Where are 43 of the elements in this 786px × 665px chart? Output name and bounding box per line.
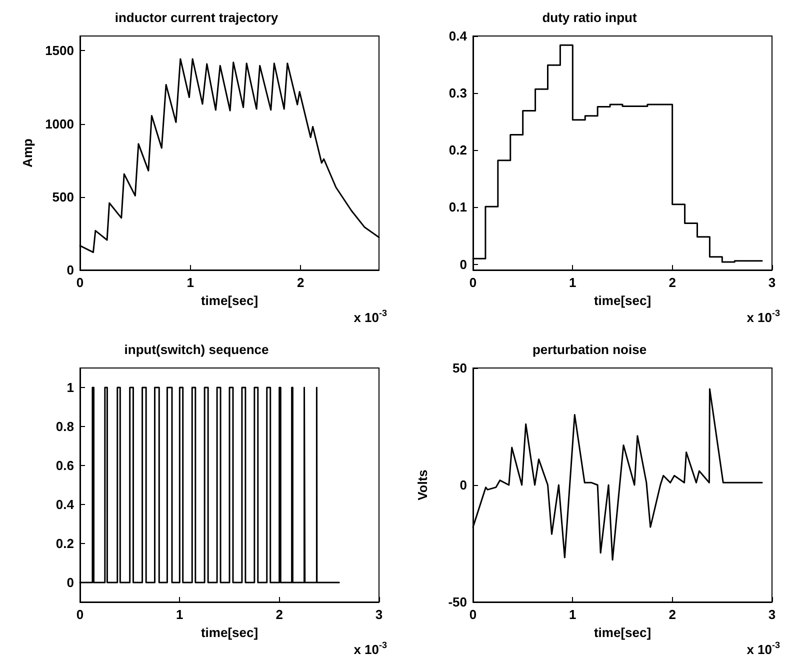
chart-title: perturbation noise [532,342,647,357]
y-tick-label: 0.8 [56,419,74,434]
chart-title: input(switch) sequence [124,342,269,357]
chart-title: inductor current trajectory [114,10,279,25]
chart-title: duty ratio input [542,10,638,25]
x-tick-label: 3 [768,275,776,290]
y-tick-label: -50 [448,594,467,610]
y-axis-title: Volts [415,470,430,500]
y-tick-label: 1500 [45,43,74,58]
x-tick-label: 1 [569,275,576,290]
y-tick-label: 0.1 [448,200,467,215]
y-axis-title: Amp [20,138,36,168]
y-tick-label: 0 [66,575,74,590]
x-axis-title: time[sec] [594,625,652,640]
y-tick-label: 0 [66,262,74,278]
y-tick-label: 0.4 [56,497,75,512]
x-tick-label: 0 [469,607,477,622]
y-tick-label: 500 [52,189,74,204]
x-tick-label: 1 [186,275,194,290]
x-tick-label: 3 [375,607,383,622]
x-tick-label: 0 [469,275,477,290]
x-tick-label: 3 [768,607,776,622]
x-tick-label: 0 [76,275,84,290]
x-axis-title: time[sec] [200,625,258,640]
y-tick-label: 1000 [45,116,74,132]
x-tick-label: 2 [297,275,304,290]
y-tick-label: 0.2 [56,536,74,551]
y-tick-label: 50 [452,360,467,376]
y-tick-label: 0.6 [56,458,74,473]
y-tick-label: 1 [66,380,74,395]
y-tick-label: 0 [460,256,467,272]
y-tick-label: 0 [460,478,467,492]
y-tick-label: 0.3 [448,86,467,101]
x-tick-label: 2 [276,607,283,622]
x-tick-label: 2 [668,607,676,622]
y-tick-label: 0.2 [448,142,467,158]
x-tick-label: 2 [668,275,676,290]
x-tick-label: 1 [176,607,184,622]
x-axis-title: time[sec] [200,293,258,308]
y-tick-label: 0.4 [448,28,468,44]
x-tick-label: 1 [569,607,576,622]
x-axis-title: time[sec] [594,293,652,308]
x-tick-label: 0 [76,607,84,622]
